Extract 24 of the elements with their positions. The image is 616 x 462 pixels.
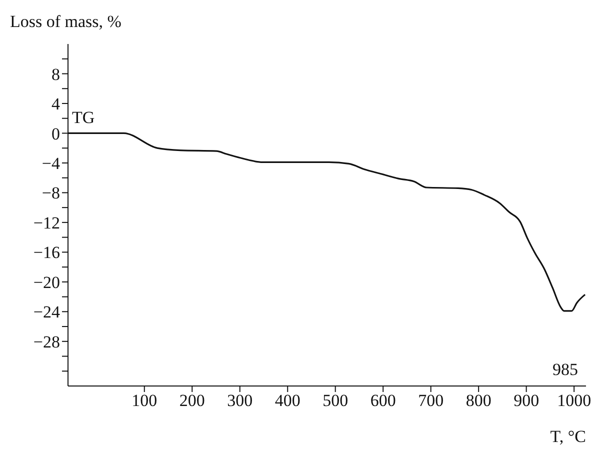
x-tick-label: 100 [132,391,158,410]
y-tick-label: −16 [33,243,60,262]
x-tick-label: 400 [274,391,300,410]
x-tick-label: 500 [322,391,348,410]
y-tick-label: −20 [33,272,60,292]
x-tick-label: 1000 [557,391,592,410]
y-tick-label: −12 [33,213,60,232]
annotation: 985 [552,360,578,380]
x-tick-label: 700 [418,391,444,410]
y-tick-label: 0 [52,124,60,144]
x-tick-label: 900 [514,391,540,410]
x-tick-label: 600 [370,391,396,410]
y-tick-label: −8 [42,184,60,203]
x-tick-label: 300 [227,391,253,410]
series-label: TG [72,108,95,128]
y-tick-label: −28 [33,332,60,352]
y-tick-label: 4 [52,94,60,114]
x-tick-label: 800 [466,391,492,410]
y-tick-label: 8 [52,64,60,84]
y-tick-label: −24 [33,302,60,322]
x-tick-label: 200 [179,391,205,410]
y-tick-label: −4 [42,154,60,173]
x-axis-title: T, °C [550,427,586,446]
y-axis-title: Loss of mass, % [10,12,122,32]
